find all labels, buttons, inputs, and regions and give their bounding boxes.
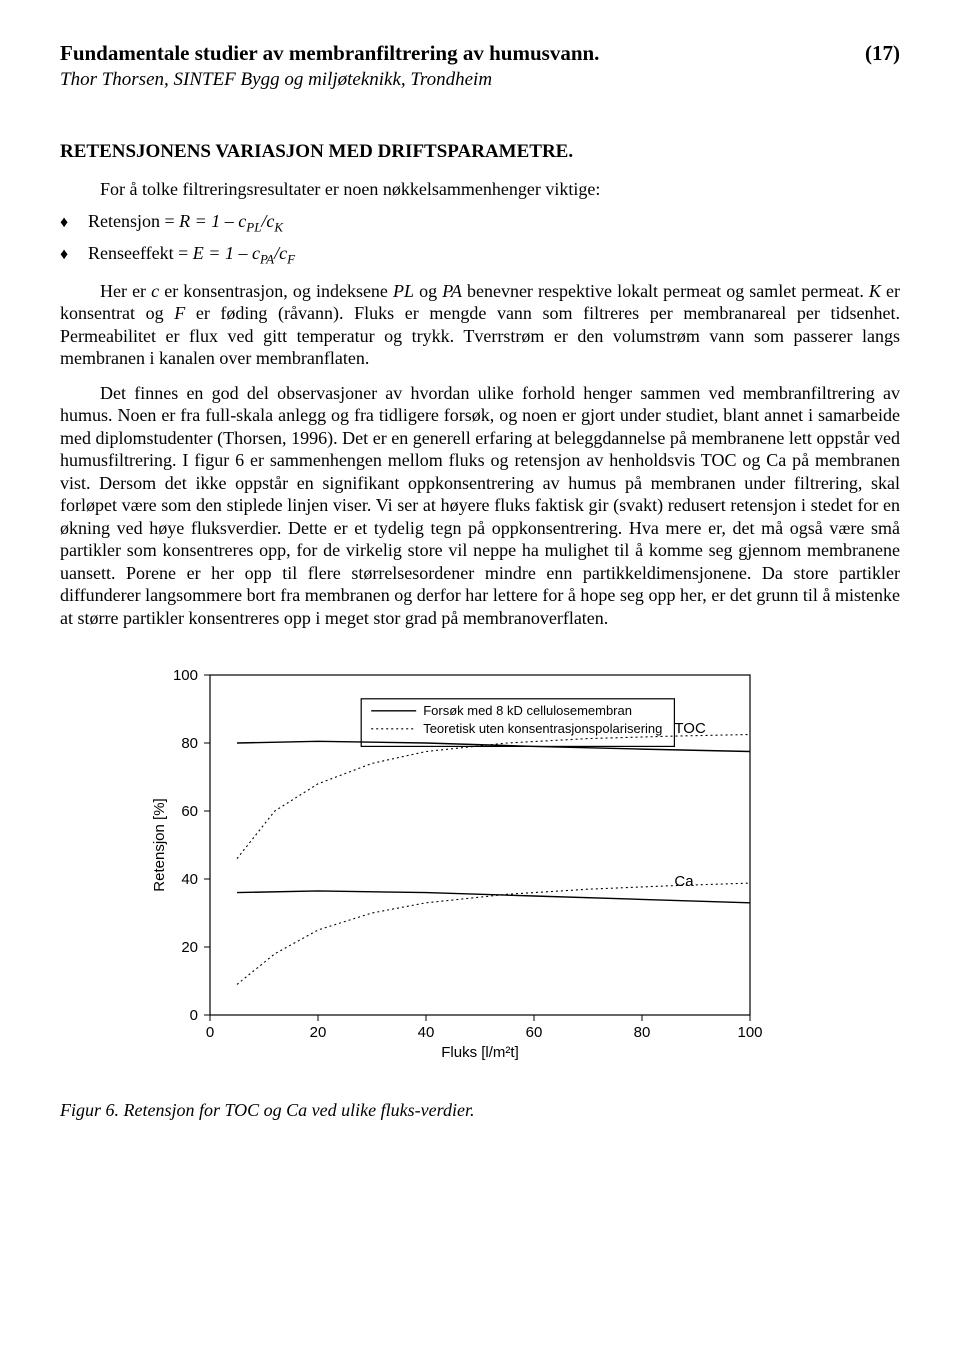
svg-text:80: 80 xyxy=(181,735,198,752)
svg-text:40: 40 xyxy=(418,1024,435,1041)
page-number: (17) xyxy=(865,40,900,66)
retention-chart-svg: 0 20 40 60 80 100 Fluks [l/m²t] 0 20 40 60 80 100 Ret… xyxy=(140,655,780,1075)
figure-6-chart: 0 20 40 60 80 100 Fluks [l/m²t] 0 20 40 60 80 100 Ret… xyxy=(140,655,900,1081)
svg-text:Ca: Ca xyxy=(674,873,694,890)
svg-text:Retensjon [%]: Retensjon [%] xyxy=(151,799,168,892)
page-title: Fundamentale studier av membranfiltrerin… xyxy=(60,40,599,66)
paragraph-2: Det finnes en god del observasjoner av h… xyxy=(60,382,900,630)
bullet-1: ♦ Retensjon = R = 1 – cPL/cK xyxy=(60,210,900,236)
page-subtitle: Thor Thorsen, SINTEF Bygg og miljøteknik… xyxy=(60,68,900,92)
paragraph-1: Her er c er konsentrasjon, og indeksene … xyxy=(60,280,900,370)
section-title: RETENSJONENS VARIASJON MED DRIFTSPARAMET… xyxy=(60,140,900,164)
svg-text:20: 20 xyxy=(181,939,198,956)
svg-text:80: 80 xyxy=(634,1024,651,1041)
svg-text:60: 60 xyxy=(526,1024,543,1041)
svg-text:Forsøk med 8 kD cellulosemembr: Forsøk med 8 kD cellulosemembran xyxy=(423,703,632,718)
diamond-icon: ♦ xyxy=(60,245,88,265)
bullet-2: ♦ Renseeffekt = E = 1 – cPA/cF xyxy=(60,242,900,268)
svg-text:40: 40 xyxy=(181,871,198,888)
diamond-icon: ♦ xyxy=(60,213,88,233)
svg-text:100: 100 xyxy=(173,667,198,684)
figure-caption: Figur 6. Retensjon for TOC og Ca ved uli… xyxy=(60,1099,900,1122)
svg-text:100: 100 xyxy=(737,1024,762,1041)
svg-text:0: 0 xyxy=(206,1024,214,1041)
svg-text:60: 60 xyxy=(181,803,198,820)
intro-text: For å tolke filtreringsresultater er noe… xyxy=(100,178,900,201)
svg-text:0: 0 xyxy=(190,1007,198,1024)
svg-text:Teoretisk uten konsentrasjonsp: Teoretisk uten konsentrasjonspolariserin… xyxy=(423,721,662,736)
svg-text:20: 20 xyxy=(310,1024,327,1041)
svg-text:Fluks [l/m²t]: Fluks [l/m²t] xyxy=(441,1044,519,1061)
svg-text:TOC: TOC xyxy=(674,720,706,737)
